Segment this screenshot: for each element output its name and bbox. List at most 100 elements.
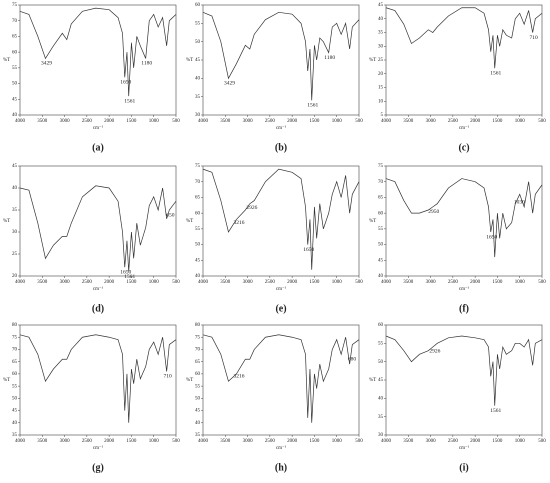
x-tick-label: 3000: [243, 119, 254, 124]
panel: 4000 3500 3000 2500 2000 1500 1000 500 40 45 50 55 6…: [3, 3, 180, 153]
spectrum-line: [385, 7, 543, 69]
plot-frame: [385, 4, 543, 116]
x-tick-label: 4000: [381, 280, 392, 285]
x-tick-label: 500: [355, 439, 363, 444]
x-tick-label: 500: [355, 280, 363, 285]
y-tick-label: 50: [378, 360, 384, 365]
x-tick-label: 1000: [332, 119, 343, 124]
peak-label: 3216: [233, 374, 244, 380]
panel: 4000 3500 3000 2500 2000 1500 1000 500 40 45 50 55 6…: [369, 164, 546, 314]
x-tick-label: 2000: [470, 280, 481, 285]
x-tick-label: 4000: [15, 439, 26, 444]
y-tick-label: 40: [378, 396, 384, 401]
panel: 4000 3500 3000 2500 2000 1500 1000 500 35 40 45 50 5…: [186, 323, 363, 473]
y-tick-label: 75: [195, 335, 201, 340]
y-tick-label: 55: [195, 21, 201, 26]
x-tick-label: 1000: [149, 280, 160, 285]
x-tick-label: 3000: [426, 280, 437, 285]
x-axis-label: cm⁻¹: [93, 125, 104, 131]
y-tick-label: 45: [378, 3, 384, 8]
y-axis-label: %T: [186, 58, 193, 63]
peak-label: 1561: [490, 71, 501, 77]
plot-frame: [202, 324, 360, 436]
y-axis-label: %T: [3, 219, 10, 224]
spectrum-line: [385, 178, 543, 258]
peak-label: 2926: [429, 348, 440, 354]
x-tick-label: 1000: [332, 280, 343, 285]
x-tick-label: 3500: [37, 280, 48, 285]
y-tick-label: 55: [378, 227, 384, 232]
y-axis-label: %T: [369, 378, 376, 383]
spectrum-line: [19, 334, 177, 423]
plot-frame: [19, 4, 177, 116]
x-axis-label: cm⁻¹: [276, 286, 287, 292]
y-tick-label: 60: [195, 372, 201, 377]
y-tick-label: 60: [195, 211, 201, 216]
y-tick-label: 30: [378, 433, 384, 438]
y-tick-label: 80: [12, 323, 18, 328]
y-tick-label: 35: [195, 95, 201, 100]
x-tick-label: 3500: [220, 119, 231, 124]
x-tick-label: 1500: [492, 119, 503, 124]
y-tick-label: 50: [378, 243, 384, 248]
y-tick-label: 30: [12, 230, 18, 235]
x-axis-label: cm⁻¹: [459, 286, 470, 292]
y-axis-label: %T: [369, 219, 376, 224]
y-tick-label: 20: [378, 72, 384, 77]
y-tick-label: 40: [12, 113, 18, 118]
y-tick-label: 60: [378, 323, 384, 328]
y-tick-label: 55: [195, 227, 201, 232]
plot-frame: [19, 324, 177, 436]
spectrum-line: [202, 11, 360, 101]
x-tick-label: 2500: [265, 119, 276, 124]
x-tick-label: 2000: [104, 439, 115, 444]
y-tick-label: 45: [195, 58, 201, 63]
y-tick-label: 10: [378, 99, 384, 104]
y-tick-label: 65: [12, 360, 18, 365]
x-tick-label: 1500: [126, 439, 137, 444]
x-tick-label: 2500: [448, 439, 459, 444]
y-tick-label: 50: [12, 82, 18, 87]
spectrum-line: [19, 7, 177, 97]
y-tick-label: 35: [195, 433, 201, 438]
x-tick-label: 4000: [15, 119, 26, 124]
peak-label: 1650: [486, 234, 497, 240]
x-tick-label: 2500: [82, 119, 93, 124]
y-tick-label: 55: [12, 384, 18, 389]
y-tick-label: 55: [12, 66, 18, 71]
panel: 4000 3500 3000 2500 2000 1500 1000 500 5 10 15 20 25…: [369, 3, 546, 153]
x-axis-label: cm⁻¹: [276, 125, 287, 131]
y-axis-label: %T: [369, 58, 376, 63]
y-axis-label: %T: [3, 378, 10, 383]
x-tick-label: 500: [172, 119, 180, 124]
x-tick-label: 3500: [403, 439, 414, 444]
x-tick-label: 500: [172, 439, 180, 444]
panel: 4000 3500 3000 2500 2000 1500 1000 500 35 40 45 50 5…: [3, 323, 180, 473]
peak-label: 650: [166, 212, 175, 218]
y-tick-label: 35: [12, 433, 18, 438]
x-tick-label: 3000: [243, 280, 254, 285]
x-tick-label: 1500: [309, 119, 320, 124]
x-tick-label: 2000: [104, 119, 115, 124]
spectrum-line: [19, 185, 177, 272]
x-axis-label: cm⁻¹: [93, 445, 104, 451]
x-tick-label: 500: [355, 119, 363, 124]
peak-label: 3429: [224, 81, 235, 87]
spectrum-line: [202, 334, 360, 423]
panel-label: (h): [275, 462, 287, 473]
y-tick-label: 45: [378, 378, 384, 383]
panel-label: (b): [275, 142, 287, 153]
y-tick-label: 45: [195, 258, 201, 263]
y-axis-label: %T: [3, 58, 10, 63]
x-tick-label: 1000: [332, 439, 343, 444]
x-tick-label: 2500: [448, 280, 459, 285]
y-tick-label: 70: [12, 348, 18, 353]
peak-label: 1650: [120, 80, 131, 86]
panel-label: (e): [275, 303, 286, 314]
plot-frame: [19, 165, 177, 277]
panel: 4000 3500 3000 2500 2000 1500 1000 500 30 35 40 45 5…: [186, 3, 363, 153]
y-tick-label: 40: [195, 421, 201, 426]
y-tick-label: 75: [12, 3, 18, 8]
panel-label: (c): [458, 142, 469, 153]
panel: 4000 3500 3000 2500 2000 1500 1000 500 40 45 50 55 6…: [186, 164, 363, 314]
